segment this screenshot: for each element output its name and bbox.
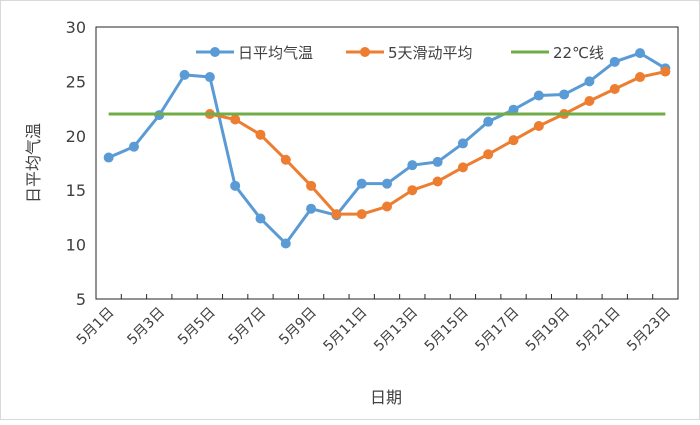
data-point bbox=[584, 95, 595, 106]
data-point bbox=[457, 138, 468, 149]
legend-label: 日平均气温 bbox=[238, 44, 313, 62]
x-tick-label: 5月9日 bbox=[276, 305, 320, 349]
data-point bbox=[609, 56, 620, 67]
y-tick-label: 10 bbox=[66, 236, 86, 255]
data-point bbox=[204, 72, 215, 83]
x-tick-label: 5月5日 bbox=[175, 305, 219, 349]
data-point bbox=[483, 149, 494, 160]
y-axis-title: 日平均气温 bbox=[24, 123, 43, 203]
data-point bbox=[230, 114, 241, 125]
data-point bbox=[508, 135, 519, 146]
x-tick-label: 5月15日 bbox=[422, 305, 472, 355]
data-point bbox=[559, 89, 570, 100]
data-point bbox=[483, 116, 494, 127]
data-point bbox=[306, 203, 317, 214]
x-tick-label: 5月17日 bbox=[472, 305, 522, 355]
data-point bbox=[432, 176, 443, 187]
data-point bbox=[382, 201, 392, 212]
data-point bbox=[508, 104, 519, 115]
plot-area-border bbox=[95, 26, 679, 300]
y-tick-label: 25 bbox=[66, 72, 86, 91]
x-tick-label: 5月1日 bbox=[74, 305, 118, 349]
data-point bbox=[255, 129, 266, 140]
data-point bbox=[331, 209, 342, 220]
data-point bbox=[584, 76, 595, 87]
data-point bbox=[660, 66, 671, 77]
data-point bbox=[103, 152, 114, 163]
legend-label: 5天滑动平均 bbox=[388, 44, 473, 62]
data-point bbox=[533, 121, 544, 132]
data-point bbox=[407, 160, 418, 171]
data-point bbox=[230, 180, 241, 191]
x-tick-label: 5月11日 bbox=[321, 305, 371, 355]
series-line-2 bbox=[209, 70, 666, 216]
y-tick-label: 15 bbox=[66, 181, 86, 200]
legend-marker bbox=[360, 47, 370, 57]
data-point bbox=[609, 84, 620, 95]
legend-label: 22℃线 bbox=[553, 44, 604, 62]
data-point bbox=[432, 156, 443, 167]
data-point bbox=[306, 180, 317, 191]
y-tick-label: 5 bbox=[76, 290, 86, 309]
data-point bbox=[533, 90, 544, 101]
y-tick-label: 30 bbox=[66, 18, 86, 37]
x-tick-label: 5月3日 bbox=[124, 305, 168, 349]
x-tick-label: 5月21日 bbox=[574, 305, 624, 355]
data-point bbox=[382, 178, 392, 189]
data-point bbox=[457, 162, 468, 173]
x-tick-label: 5月19日 bbox=[523, 305, 573, 355]
x-tick-label: 5月13日 bbox=[371, 305, 421, 355]
x-tick-label: 5月23日 bbox=[624, 305, 674, 355]
x-axis-title: 日期 bbox=[370, 388, 402, 407]
data-point bbox=[356, 178, 367, 189]
data-point bbox=[280, 238, 291, 249]
data-point bbox=[255, 213, 266, 224]
data-point bbox=[280, 154, 291, 165]
data-point bbox=[356, 209, 367, 220]
y-tick-label: 20 bbox=[66, 127, 86, 146]
data-point bbox=[179, 69, 190, 80]
data-point bbox=[407, 185, 418, 196]
data-point bbox=[635, 72, 646, 83]
series-line-1 bbox=[108, 51, 667, 246]
data-point bbox=[128, 141, 139, 152]
legend-marker bbox=[210, 47, 220, 57]
x-tick-label: 5月7日 bbox=[226, 305, 270, 349]
data-point bbox=[635, 48, 646, 59]
